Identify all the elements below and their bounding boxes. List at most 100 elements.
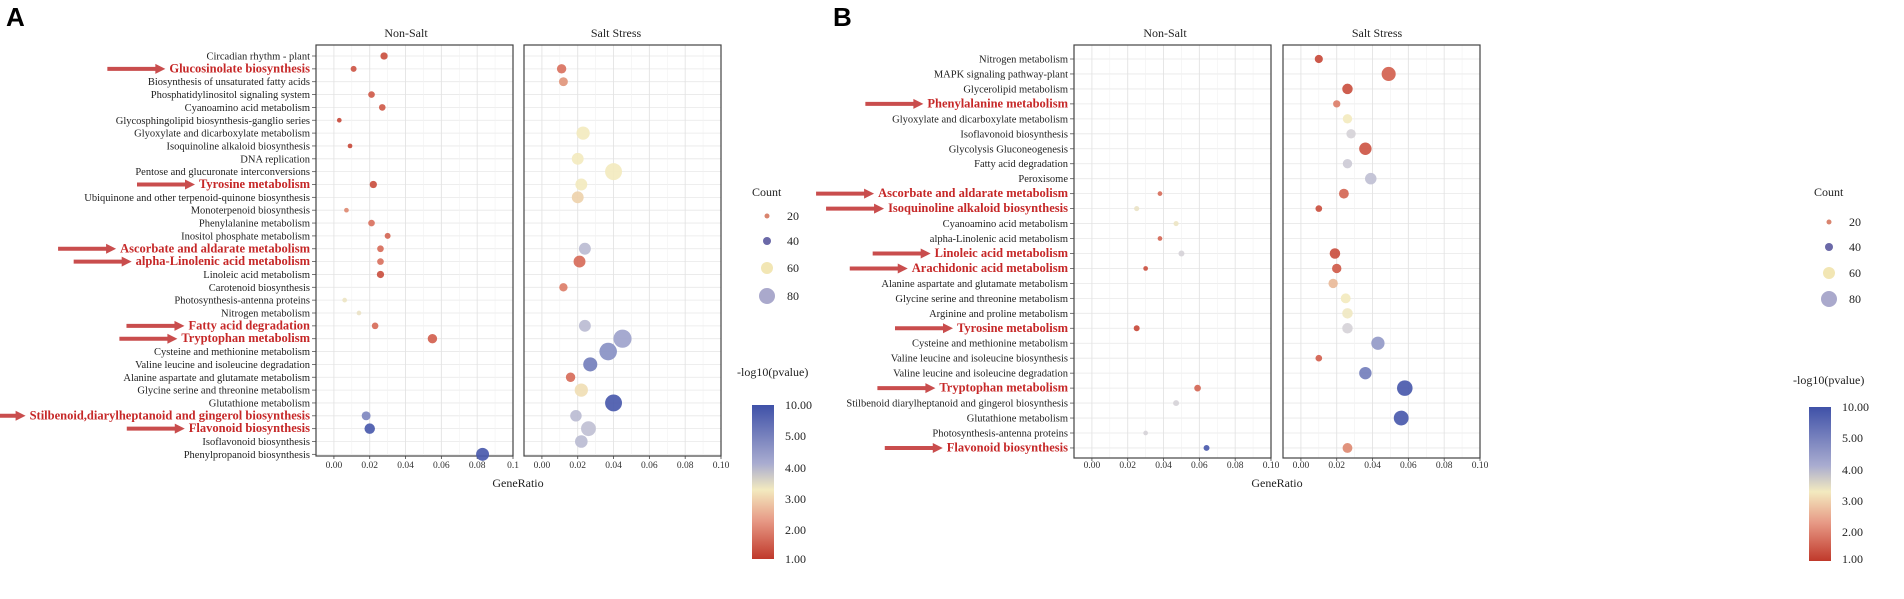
data-point [1342,114,1353,124]
highlight-arrow-icon [816,188,875,199]
legend: Count 20 40 60 80 -log10(pvalue) 10.00 5… [1793,185,1869,566]
pathway-label: Circadian rhythm - plant [206,52,310,63]
data-point [581,421,596,437]
pathway-label: Cyanoamino acid metabolism [185,103,310,114]
data-point [1194,384,1201,392]
data-point [1314,54,1323,64]
highlight-arrow-icon [865,98,924,109]
data-points [336,52,490,461]
pathway-label: Valine leucine and isoleucine degradatio… [893,369,1069,380]
data-point [613,329,632,348]
x-tick-label: 0.04 [1364,461,1381,471]
pathway-label: Glycolysis Gluconeogenesis [949,144,1068,155]
highlight-arrow-icon [73,256,132,267]
data-point [575,178,588,191]
colorbar-tick: 5.00 [785,429,806,443]
data-points [556,64,632,448]
facet-non-salt: Non-Salt 0.00 0.02 0.04 0.06 0.08 0.10 [1073,26,1280,471]
pathway-label: Fatty acid degradation [188,318,310,332]
colorbar-tick: 10.00 [785,398,812,412]
pathway-label: Photosynthesis-antenna proteins [932,429,1068,440]
pathway-label: Tryptophan metabolism [939,381,1068,395]
data-point [1342,159,1353,169]
pathway-label: Stilbenoid,diarylheptanoid and gingerol … [30,408,311,422]
data-point [427,334,438,344]
highlight-arrow-icon [877,383,936,394]
highlight-arrow-icon [137,179,195,190]
data-point [1371,336,1385,350]
x-axis-label: GeneRatio [492,476,543,490]
data-point [559,283,568,292]
data-point [583,357,598,372]
pathway-label: Biosynthesis of unsaturated fatty acids [148,77,310,88]
data-point [1393,410,1409,426]
pathway-label: Tyrosine metabolism [199,177,311,191]
pathway-label: Valine leucine and isoleucine degradatio… [135,360,311,371]
data-point [1143,266,1148,271]
data-point [1342,83,1353,95]
data-point [1333,100,1341,108]
data-point [576,126,590,140]
panel-label: B [833,2,852,32]
pathway-label: Carotenoid biosynthesis [209,283,310,294]
x-tick-label: 0.08 [469,461,486,471]
highlight-arrow-icon [107,63,166,74]
count-legend-value: 60 [787,261,799,275]
pathway-label: Glyoxylate and dicarboxylate metabolism [134,129,310,140]
data-point [1342,323,1353,334]
x-tick-label: 0.02 [569,461,586,471]
data-point [1133,325,1140,332]
x-tick-label: 0.02 [361,461,378,471]
pathway-label: Phenylpropanoid biosynthesis [184,450,310,461]
pathway-label: Isoflavonoid biosynthesis [960,129,1068,140]
x-axis-label: GeneRatio [1251,476,1302,490]
color-legend-title: -log10(pvalue) [1793,373,1864,387]
highlight-arrow-icon [126,423,185,434]
pathway-labels: Nitrogen metabolism MAPK signaling pathwa… [816,55,1074,454]
colorbar-tick: 1.00 [1842,552,1863,566]
data-point [1134,206,1140,212]
colorbar-tick: 10.00 [1842,400,1869,414]
highlight-arrow-icon [826,203,885,214]
data-point [1157,236,1163,241]
pathway-label: Pentose and glucuronate interconversions [135,167,310,178]
color-legend-title: -log10(pvalue) [737,365,808,379]
facet-title: Salt Stress [1352,26,1403,40]
pathway-label: Phenylalanine metabolism [927,96,1068,110]
facet-title: Non-Salt [1143,26,1187,40]
pathway-label: Tryptophan metabolism [181,331,310,345]
pathway-label: Alanine aspartate and glutamate metaboli… [123,373,310,384]
highlight-arrow-icon [126,320,185,331]
pathway-label: Photosynthesis-antenna proteins [174,296,310,307]
data-point [376,270,385,279]
data-point [350,65,357,72]
data-point [578,319,591,332]
x-tick-label: 0.06 [433,461,450,471]
pathway-label: Alanine aspartate and glutamate metaboli… [881,279,1068,290]
pathway-label: Phosphatidylinositol signaling system [151,90,310,101]
pathway-label: Arachidonic acid metabolism [912,261,1069,275]
pathway-label: Flavonoid biosynthesis [947,440,1068,454]
colorbar [1809,407,1831,561]
count-legend-value: 20 [787,209,799,223]
data-point [1359,142,1372,155]
data-point [556,64,567,74]
data-point [344,207,349,213]
data-point [1342,443,1353,453]
panel-a: A Circadian rhythm - plantGlucosinolate … [0,2,812,566]
facet-non-salt: Non-Salt 0.00 0.02 0.04 0.06 0.08 0.1 [315,26,519,471]
count-legend-value: 40 [787,234,799,248]
pathway-label: Isoquinoline alkaloid biosynthesis [167,141,311,152]
data-point [570,410,582,422]
count-legend-value: 60 [1849,266,1861,280]
count-legend-dot [759,288,775,304]
x-tick-labels: 0.00 0.02 0.04 0.06 0.08 0.10 [1084,458,1280,471]
pathway-label: Ascorbate and aldarate metabolism [878,186,1068,200]
count-legend-dot [764,213,770,219]
data-point [1143,430,1148,436]
data-point [1157,191,1163,196]
colorbar-tick: 3.00 [785,492,806,506]
data-point [1346,129,1356,139]
pathway-label: Flavonoid biosynthesis [189,421,310,435]
